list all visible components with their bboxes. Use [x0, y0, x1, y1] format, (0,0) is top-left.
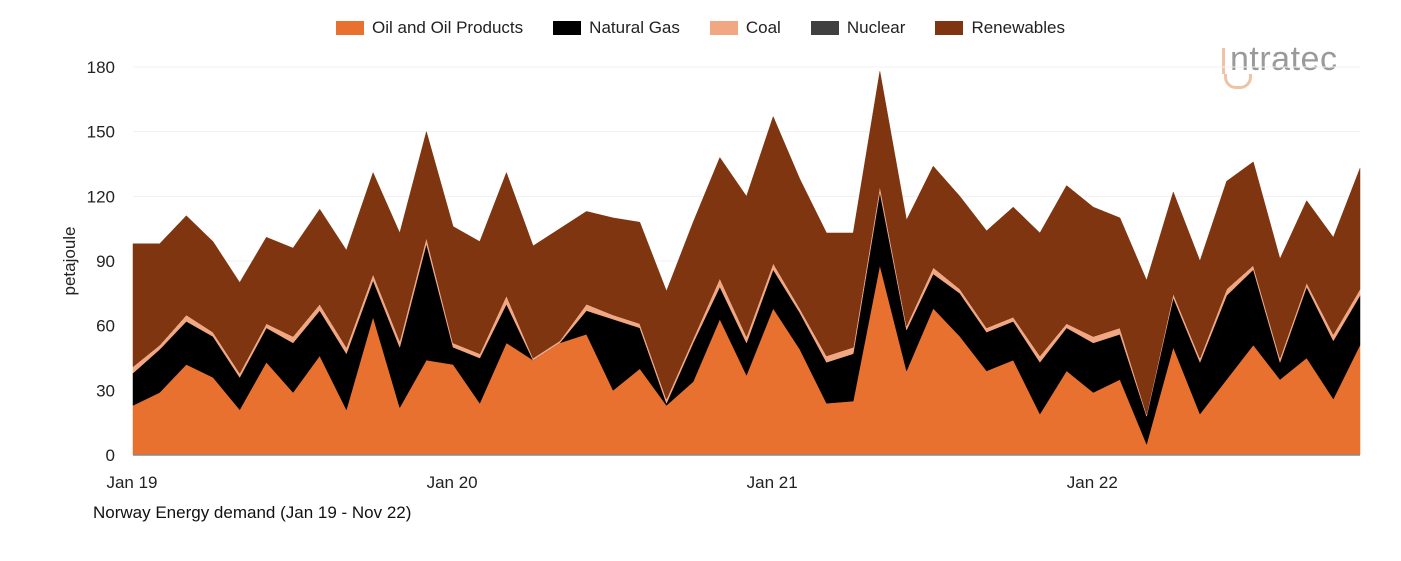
legend-item-oil[interactable]: Oil and Oil Products — [335, 18, 524, 38]
y-tick-label: 150 — [87, 123, 115, 142]
series-areas — [132, 71, 1361, 456]
area-renewables — [132, 71, 1361, 416]
legend-label: Coal — [745, 18, 781, 37]
intratec-logo: ntratec — [1222, 40, 1337, 89]
y-tick-label: 120 — [87, 187, 115, 206]
x-tick-label: Jan 20 — [427, 473, 478, 492]
legend-item-renewables[interactable]: Renewables — [935, 18, 1065, 38]
legend-label: Renewables — [971, 18, 1065, 37]
chart-legend: Oil and Oil Products Natural Gas Coal Nu… — [0, 18, 1401, 38]
legend-swatch — [709, 21, 738, 35]
y-tick-label: 180 — [87, 58, 115, 77]
x-tick-label: Jan 22 — [1067, 473, 1118, 492]
y-tick-label: 30 — [96, 381, 115, 400]
legend-label: Natural Gas — [589, 18, 680, 37]
axes: 0 30 60 90 120 150 180 Jan 19 Jan 20 Jan 21 Jan 22 — [87, 58, 1360, 492]
legend-label: Nuclear — [846, 18, 906, 37]
chart-title: Norway Energy demand (Jan 19 - Nov 22) — [93, 503, 412, 522]
legend-swatch — [553, 21, 582, 35]
legend-label: Oil and Oil Products — [371, 18, 524, 37]
legend-swatch — [935, 21, 964, 35]
x-tick-label: Jan 21 — [747, 473, 798, 492]
legend-swatch — [335, 21, 364, 35]
y-tick-label: 90 — [96, 252, 115, 271]
legend-item-natural-gas[interactable]: Natural Gas — [553, 18, 680, 38]
legend-swatch — [810, 21, 839, 35]
y-tick-label: 60 — [96, 317, 115, 336]
legend-item-nuclear[interactable]: Nuclear — [810, 18, 906, 38]
legend-item-coal[interactable]: Coal — [709, 18, 781, 38]
y-tick-label: 0 — [106, 446, 115, 465]
x-tick-label: Jan 19 — [106, 473, 157, 492]
y-axis-label: petajoule — [60, 226, 79, 295]
